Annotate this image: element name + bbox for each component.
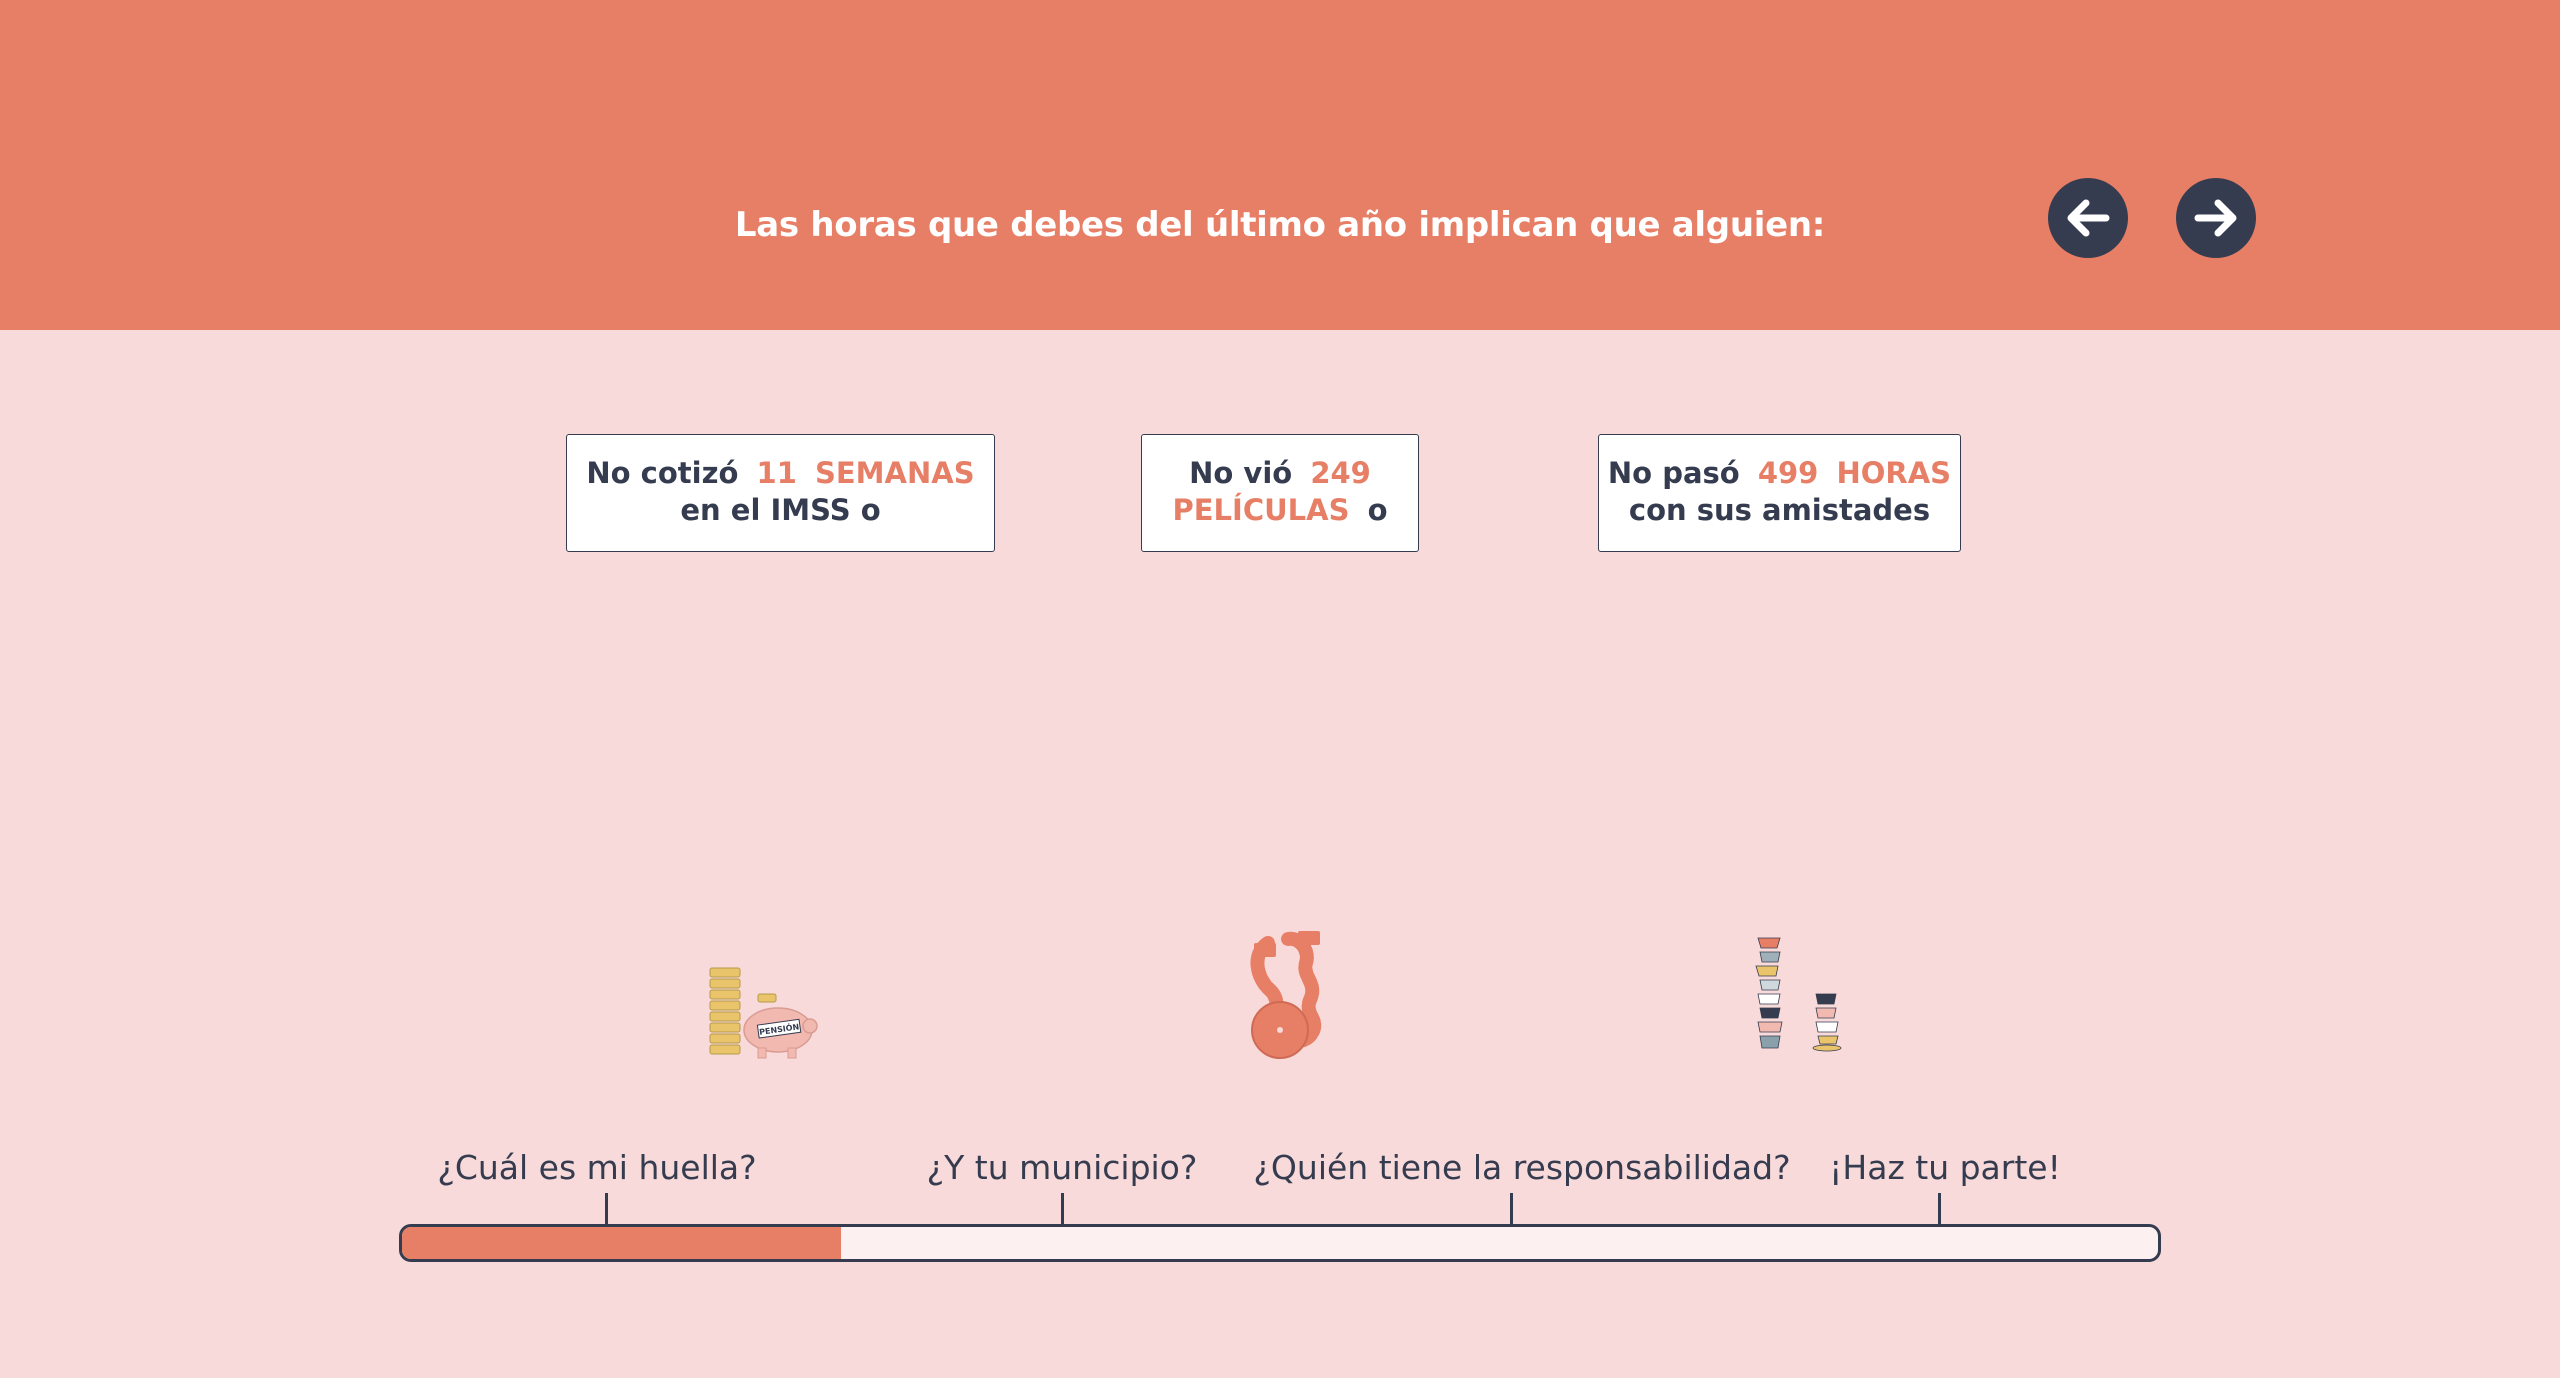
card-line-2: en el IMSS o [680, 493, 881, 527]
friends-hours-card: No pasó 499 HORAS con sus amistades [1598, 434, 1961, 552]
arrow-left-icon [2067, 199, 2110, 237]
step-tick [605, 1193, 608, 1225]
step-label-huella[interactable]: ¿Cuál es mi huella? [437, 1148, 757, 1187]
movies-card: No vió 249 PELÍCULAS o [1141, 434, 1419, 552]
progress-fill [402, 1227, 841, 1259]
step-label-municipio[interactable]: ¿Y tu municipio? [926, 1148, 1198, 1187]
movies-unit: PELÍCULAS [1172, 493, 1350, 527]
piggy-bank-coins-icon: PENSIÓN [709, 967, 818, 1059]
film-reel-icon [1250, 931, 1322, 1059]
card-line-1: No pasó 499 HORAS [1607, 456, 1952, 490]
step-label-haz-tu-parte[interactable]: ¡Haz tu parte! [1829, 1148, 2061, 1187]
page-title: Las horas que debes del último año impli… [734, 205, 1826, 245]
step-tick [1510, 1193, 1513, 1225]
weeks-value: 11 [756, 456, 797, 490]
next-button[interactable] [2176, 178, 2256, 258]
weeks-unit: SEMANAS [814, 456, 975, 490]
stacked-cups-icon [1755, 937, 1842, 1052]
card-line-1: No cotizó 11 SEMANAS [586, 456, 975, 490]
progress-bar [399, 1224, 2161, 1262]
step-tick [1061, 1193, 1064, 1225]
imss-weeks-card: No cotizó 11 SEMANAS en el IMSS o [566, 434, 995, 552]
hours-unit: HORAS [1836, 456, 1952, 490]
movies-value: 249 [1310, 456, 1371, 490]
hours-value: 499 [1757, 456, 1819, 490]
card-line-2: PELÍCULAS o [1172, 493, 1388, 527]
arrow-right-icon [2194, 199, 2237, 237]
previous-button[interactable] [2048, 178, 2128, 258]
step-tick [1938, 1193, 1941, 1225]
card-line-2: con sus amistades [1628, 493, 1931, 527]
card-line-1: No vió 249 [1189, 456, 1371, 490]
header-bar: Las horas que debes del último año impli… [0, 0, 2560, 330]
step-label-responsabilidad[interactable]: ¿Quién tiene la responsabilidad? [1253, 1148, 1791, 1187]
